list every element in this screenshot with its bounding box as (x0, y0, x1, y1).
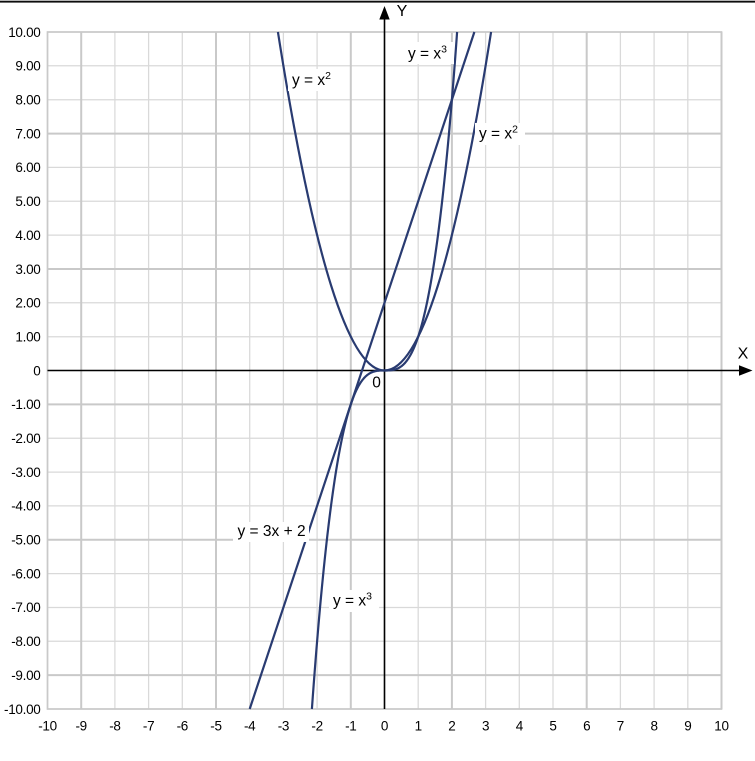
svg-text:-3.00: -3.00 (11, 465, 40, 480)
svg-text:-2: -2 (311, 719, 322, 734)
svg-text:1: 1 (415, 719, 422, 734)
svg-text:-1.00: -1.00 (11, 397, 40, 412)
svg-text:5: 5 (549, 719, 556, 734)
svg-text:7: 7 (617, 719, 624, 734)
svg-text:-7: -7 (143, 719, 154, 734)
svg-text:-1: -1 (345, 719, 356, 734)
svg-text:-5.00: -5.00 (11, 533, 40, 548)
svg-text:y = x3: y = x3 (333, 591, 372, 610)
svg-text:-8.00: -8.00 (11, 634, 40, 649)
svg-text:9: 9 (684, 719, 691, 734)
svg-text:3.00: 3.00 (15, 262, 40, 277)
svg-text:9.00: 9.00 (15, 59, 40, 74)
svg-text:y = x2: y = x2 (292, 70, 331, 89)
svg-text:y = x2: y = x2 (479, 124, 518, 143)
svg-text:10.00: 10.00 (8, 25, 40, 40)
svg-text:-10: -10 (38, 719, 57, 734)
svg-text:-2.00: -2.00 (11, 431, 40, 446)
svg-text:y = x3: y = x3 (408, 43, 447, 62)
svg-text:-5: -5 (210, 719, 221, 734)
svg-text:y = 3x + 2: y = 3x + 2 (238, 523, 306, 540)
svg-text:3: 3 (482, 719, 489, 734)
svg-text:-3: -3 (278, 719, 289, 734)
svg-text:-6.00: -6.00 (11, 566, 40, 581)
svg-text:8.00: 8.00 (15, 93, 40, 108)
svg-text:-7.00: -7.00 (11, 600, 40, 615)
svg-text:6: 6 (583, 719, 590, 734)
svg-text:5.00: 5.00 (15, 194, 40, 209)
svg-text:-9: -9 (75, 719, 86, 734)
svg-text:6.00: 6.00 (15, 160, 40, 175)
svg-text:0: 0 (33, 363, 40, 378)
svg-text:0: 0 (372, 374, 381, 391)
svg-text:-9.00: -9.00 (11, 668, 40, 683)
svg-text:Y: Y (397, 3, 408, 20)
svg-text:2: 2 (448, 719, 455, 734)
svg-text:0: 0 (381, 719, 388, 734)
svg-text:1.00: 1.00 (15, 330, 40, 345)
svg-text:10: 10 (714, 719, 728, 734)
svg-text:-4: -4 (244, 719, 256, 734)
svg-text:X: X (738, 346, 749, 363)
svg-text:-6: -6 (177, 719, 188, 734)
svg-text:2.00: 2.00 (15, 296, 40, 311)
svg-text:-8: -8 (109, 719, 120, 734)
svg-text:4.00: 4.00 (15, 228, 40, 243)
svg-text:4: 4 (516, 719, 524, 734)
svg-text:-4.00: -4.00 (11, 499, 40, 514)
svg-text:-10.00: -10.00 (4, 702, 40, 717)
svg-text:8: 8 (650, 719, 657, 734)
svg-text:7.00: 7.00 (15, 126, 40, 141)
